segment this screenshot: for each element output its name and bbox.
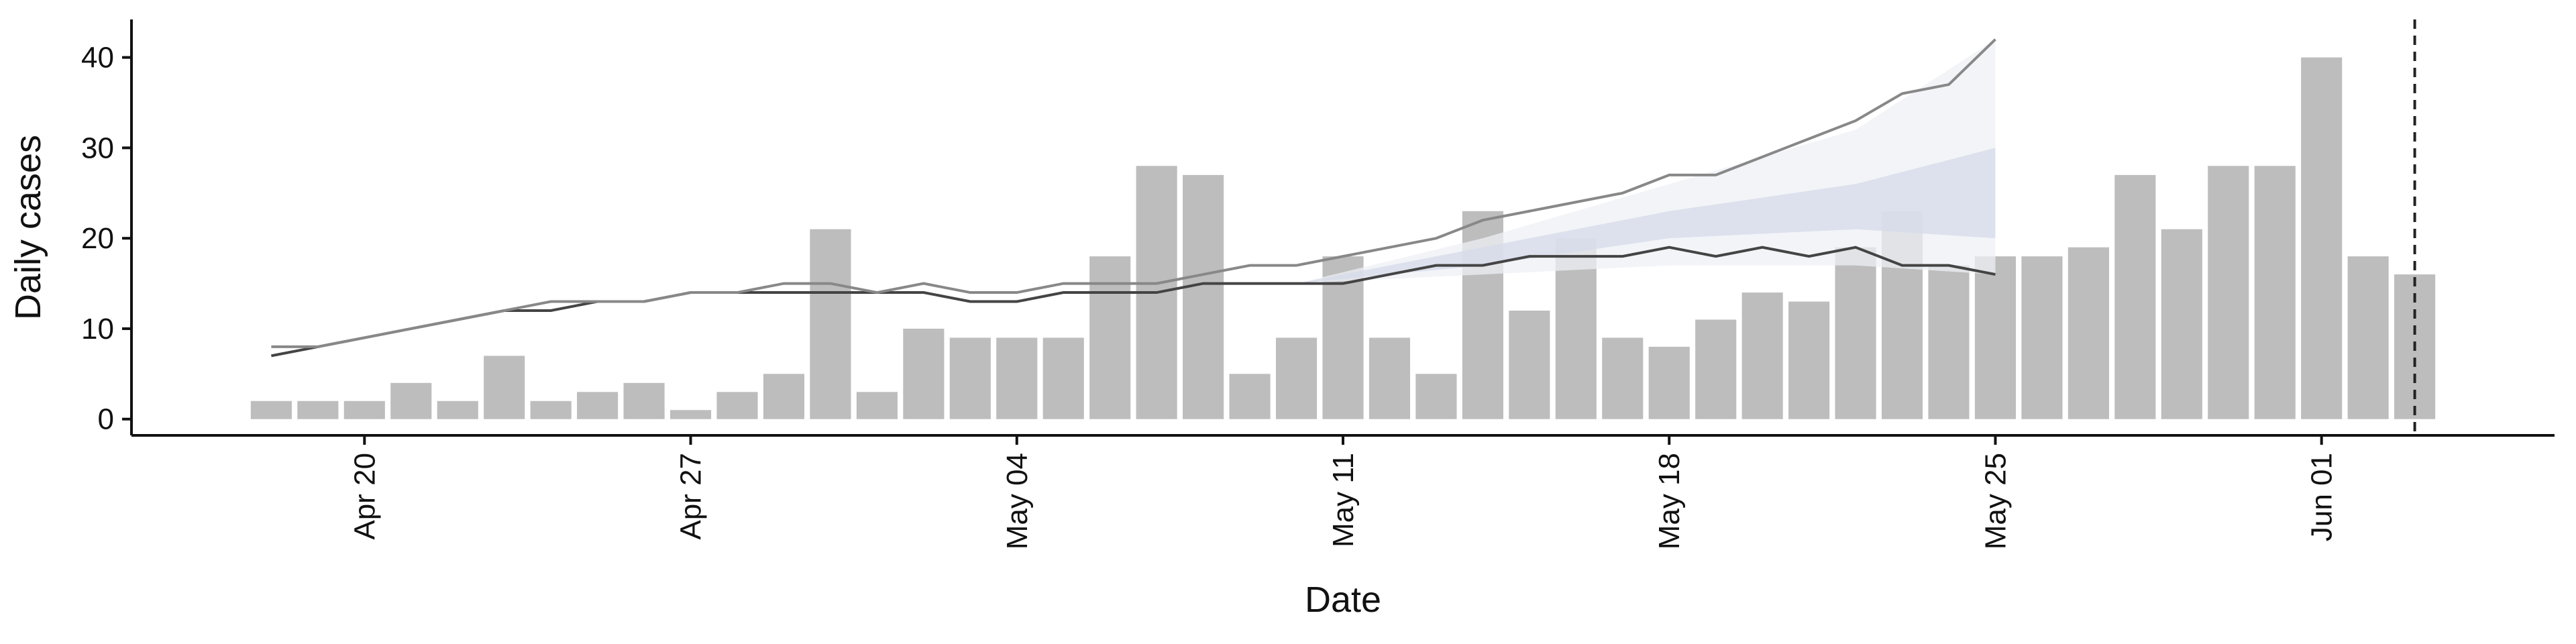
y-tick-label: 40: [81, 42, 114, 74]
bar: [1509, 311, 1550, 419]
bar: [810, 229, 851, 419]
x-tick-label: May 11: [1327, 453, 1360, 547]
x-tick-label: May 25: [1979, 453, 2012, 549]
band: [1296, 148, 1996, 284]
bar: [2161, 229, 2202, 419]
y-tick-label: 20: [81, 222, 114, 255]
bar: [763, 374, 805, 419]
bar: [2208, 166, 2249, 419]
band: [1296, 39, 1996, 284]
bar: [1974, 256, 2017, 419]
x-tick-label: Apr 27: [675, 453, 708, 540]
bar: [1602, 337, 1644, 419]
x-axis-title: Date: [1305, 580, 1381, 620]
bar: [2301, 57, 2343, 419]
x-tick-label: May 04: [1001, 453, 1034, 549]
bar: [530, 400, 572, 419]
bar: [1648, 346, 1690, 419]
bar: [1229, 374, 1271, 419]
y-tick-label: 0: [98, 403, 114, 436]
bar: [623, 382, 665, 419]
bar: [1089, 256, 1131, 419]
bar: [484, 356, 525, 419]
bar: [250, 400, 292, 419]
bar: [343, 400, 385, 419]
bar: [996, 337, 1038, 419]
x-tick-label: May 18: [1653, 453, 1686, 549]
line: [271, 246, 1996, 358]
bar: [577, 392, 619, 419]
bar: [390, 382, 432, 419]
bar: [1695, 319, 1737, 419]
y-tick-label: 30: [81, 131, 114, 164]
bar: [1368, 337, 1411, 419]
y-tick-label: 10: [81, 313, 114, 345]
x-tick-label: Apr 20: [348, 453, 381, 540]
x-tick-label: Jun 01: [2306, 453, 2339, 541]
bar: [716, 392, 758, 419]
bar: [669, 410, 712, 419]
bar: [1415, 374, 1457, 419]
bar: [2254, 166, 2296, 419]
bar: [1042, 337, 1084, 419]
bar: [1741, 292, 1783, 419]
bar: [2114, 174, 2156, 419]
bar: [1183, 174, 1224, 419]
bar: [2347, 256, 2389, 419]
bar: [2068, 247, 2109, 419]
bar: [856, 392, 898, 419]
bar: [903, 328, 945, 419]
y-axis-title: Daily cases: [8, 135, 48, 320]
bar: [1275, 337, 1318, 419]
bar: [2021, 256, 2063, 419]
line: [271, 38, 1996, 348]
bar: [437, 400, 478, 419]
bar: [297, 400, 339, 419]
bar: [1835, 247, 1876, 419]
bar: [949, 337, 991, 419]
bar: [1928, 265, 1970, 419]
bar: [1788, 301, 1830, 419]
